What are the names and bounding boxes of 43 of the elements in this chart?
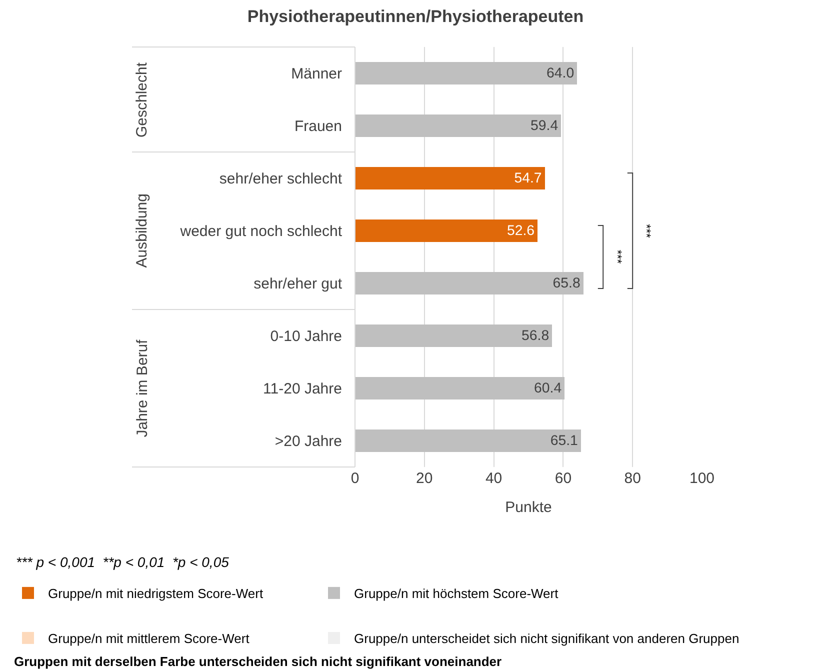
y-tick-label: Frauen xyxy=(294,118,342,135)
text: Jahre im Beruf xyxy=(134,338,151,438)
x-tick-label: 60 xyxy=(554,470,572,487)
x-tick-label: 40 xyxy=(485,470,502,487)
bar xyxy=(355,167,545,190)
x-tick-label: 20 xyxy=(416,470,433,487)
legend-label: Gruppe/n mit höchstem Score-Wert xyxy=(354,586,559,602)
data-label: 64.0 xyxy=(546,66,574,82)
y-tick-label: sehr/eher schlecht xyxy=(219,170,343,188)
x-tick-label: 0 xyxy=(350,470,360,487)
text: *** p < 0,001 **p < 0,01 *p < 0,05 xyxy=(16,554,230,570)
bar xyxy=(355,377,565,400)
bar xyxy=(355,114,562,137)
data-label: 59.4 xyxy=(530,118,558,134)
data-label: 60.4 xyxy=(534,380,562,397)
bar xyxy=(355,324,552,347)
bar xyxy=(355,220,538,242)
y-tick-label: >20 Jahre xyxy=(274,433,342,450)
y-tick-label: 0-10 Jahre xyxy=(270,328,342,345)
x-tick-label: 100 xyxy=(689,470,715,487)
chart-title: Physiotherapeutinnen/Physiotherapeuten xyxy=(247,6,584,26)
data-label: 52.6 xyxy=(506,223,535,240)
data-label: 65.1 xyxy=(550,433,578,450)
text: Gruppen mit derselben Farbe unterscheiden sich nicht signifikant voneinander xyxy=(14,654,502,669)
data-label: 54.7 xyxy=(514,169,542,186)
x-tick-label: 80 xyxy=(624,470,641,487)
bar xyxy=(355,272,584,294)
text: Geschlecht xyxy=(134,62,150,138)
data-label: 65.8 xyxy=(552,276,580,292)
data-label: 56.8 xyxy=(522,326,550,343)
y-tick-label: 11-20 Jahre xyxy=(263,380,342,398)
y-tick-label: sehr/eher gut xyxy=(254,276,343,292)
legend-label: Gruppe/n mit mittlerem Score-Wert xyxy=(48,631,250,646)
bar xyxy=(355,62,578,84)
bar xyxy=(355,430,581,452)
legend-label: Gruppe/n mit niedrigstem Score-Wert xyxy=(48,586,264,602)
legend-label: Gruppe/n unterscheidet sich nicht signifikant von anderen Gruppen xyxy=(354,631,740,646)
text: Ausbildung xyxy=(133,194,150,268)
y-tick-label: weder gut noch schlecht xyxy=(179,223,343,240)
annotation: *** xyxy=(640,224,654,238)
annotation: *** xyxy=(610,250,624,264)
y-tick-label: Männer xyxy=(291,66,342,82)
x-axis-title: Punkte xyxy=(505,499,552,516)
